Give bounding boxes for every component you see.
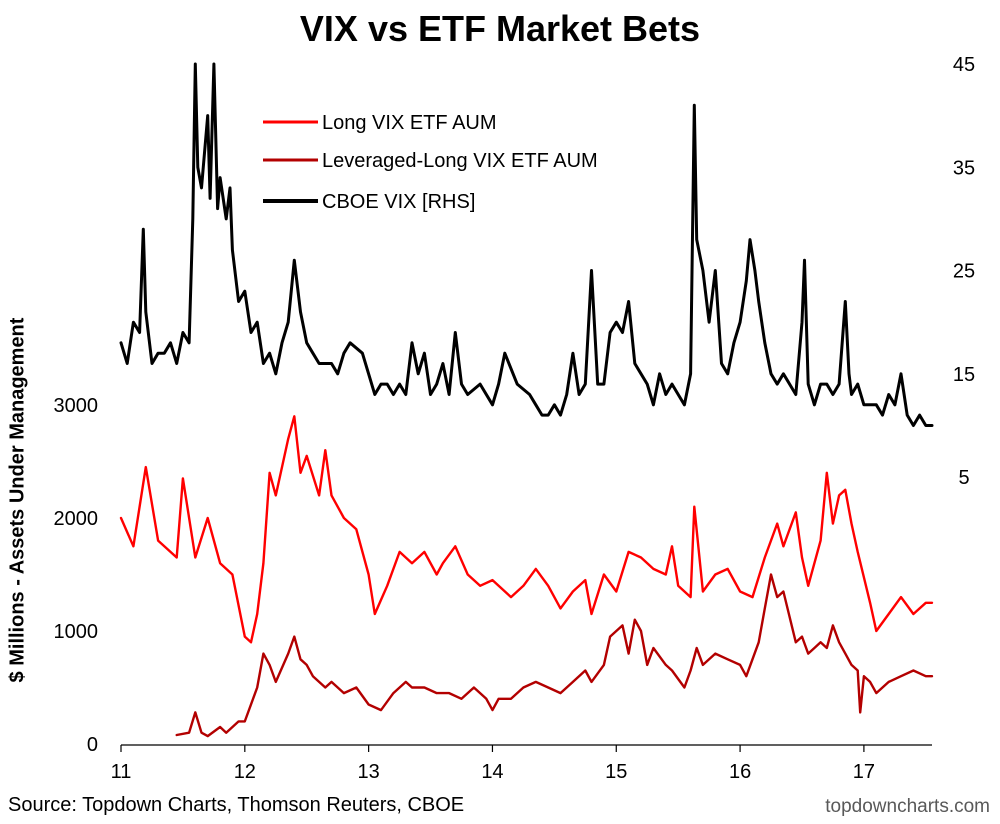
series-line-cboe-vix-rhs	[119, 62, 934, 427]
x-tick-label: 17	[853, 761, 875, 783]
x-tick-label: 15	[605, 761, 627, 783]
series-line-leveraged-long-vix-etf-aum	[175, 573, 934, 738]
brand-watermark: topdowncharts.com	[825, 796, 990, 817]
x-tick-label: 14	[481, 761, 503, 783]
right-tick-label: 15	[953, 364, 975, 386]
series-line-long-vix-etf-aum	[119, 415, 934, 644]
source-note: Source: Topdown Charts, Thomson Reuters,…	[8, 794, 465, 816]
left-tick-label: 0	[87, 734, 98, 756]
x-tick-label: 12	[234, 761, 256, 783]
left-tick-label: 1000	[54, 621, 99, 643]
legend-label: Leveraged-Long VIX ETF AUM	[322, 150, 598, 172]
x-tick-label: 16	[729, 761, 751, 783]
right-tick-label: 25	[953, 261, 975, 283]
series-lines	[119, 62, 934, 738]
legend-label: Long VIX ETF AUM	[322, 112, 497, 134]
left-tick-label: 3000	[54, 395, 99, 417]
legend: Long VIX ETF AUM Leveraged-Long VIX ETF A…	[263, 112, 598, 213]
left-tick-label: 2000	[54, 508, 99, 530]
legend-label: CBOE VIX [RHS]	[322, 191, 475, 213]
right-tick-label: 45	[953, 54, 975, 76]
right-tick-label: 5	[958, 467, 969, 489]
axes: 11 12 13 14 15 16 17 0 1000 2000 3000 5 15 25 35 45	[54, 54, 976, 783]
x-tick-label: 13	[358, 761, 380, 783]
right-tick-label: 35	[953, 157, 975, 179]
x-tick-label: 11	[111, 761, 132, 783]
chart-title: VIX vs ETF Market Bets	[299, 8, 701, 49]
